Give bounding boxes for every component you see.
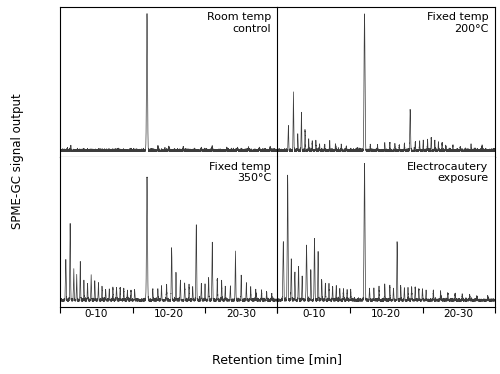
- Text: SPME-GC signal output: SPME-GC signal output: [11, 93, 24, 229]
- Text: Electrocautery
exposure: Electrocautery exposure: [407, 162, 488, 183]
- Text: Fixed temp
350°C: Fixed temp 350°C: [210, 162, 271, 183]
- Text: Retention time [min]: Retention time [min]: [212, 353, 342, 367]
- Text: Fixed temp
200°C: Fixed temp 200°C: [427, 12, 488, 34]
- Text: Room temp
control: Room temp control: [206, 12, 271, 34]
